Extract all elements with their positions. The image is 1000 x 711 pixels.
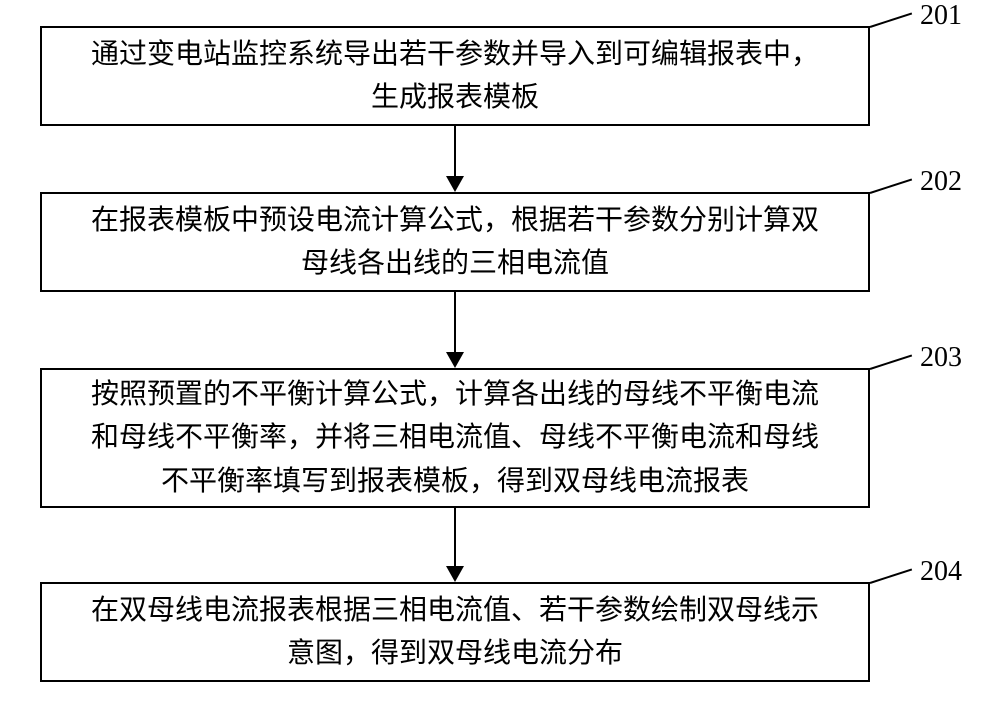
flow-node-1: 通过变电站监控系统导出若干参数并导入到可编辑报表中， 生成报表模板	[40, 26, 870, 126]
arrow-2	[455, 292, 457, 368]
node-2-line-2: 母线各出线的三相电流值	[301, 248, 609, 279]
flow-node-2: 在报表模板中预设电流计算公式，根据若干参数分别计算双 母线各出线的三相电流值	[40, 192, 870, 292]
node-4-line-1: 在双母线电流报表根据三相电流值、若干参数绘制双母线示	[91, 595, 819, 626]
node-3-line-1: 按照预置的不平衡计算公式，计算各出线的母线不平衡电流	[91, 379, 819, 410]
flow-node-4: 在双母线电流报表根据三相电流值、若干参数绘制双母线示 意图，得到双母线电流分布	[40, 582, 870, 682]
step-label-3: 203	[920, 342, 962, 374]
arrow-1	[455, 126, 457, 192]
arrow-3	[455, 508, 457, 582]
node-2-line-1: 在报表模板中预设电流计算公式，根据若干参数分别计算双	[91, 205, 819, 236]
flowchart-canvas: 通过变电站监控系统导出若干参数并导入到可编辑报表中， 生成报表模板 201 在报…	[0, 0, 1000, 711]
node-1-line-1: 通过变电站监控系统导出若干参数并导入到可编辑报表中，	[91, 39, 819, 70]
lead-line-4	[870, 568, 912, 583]
node-3-line-3: 不平衡率填写到报表模板，得到双母线电流报表	[161, 466, 749, 497]
lead-line-2	[870, 178, 912, 193]
step-label-2: 202	[920, 166, 962, 198]
lead-line-3	[870, 354, 912, 369]
node-3-line-2: 和母线不平衡率，并将三相电流值、母线不平衡电流和母线	[91, 422, 819, 453]
step-label-4: 204	[920, 556, 962, 588]
node-1-line-2: 生成报表模板	[371, 82, 539, 113]
flow-node-3: 按照预置的不平衡计算公式，计算各出线的母线不平衡电流 和母线不平衡率，并将三相电…	[40, 368, 870, 508]
step-label-1: 201	[920, 0, 962, 32]
node-4-line-2: 意图，得到双母线电流分布	[287, 638, 623, 669]
lead-line-1	[870, 12, 912, 27]
